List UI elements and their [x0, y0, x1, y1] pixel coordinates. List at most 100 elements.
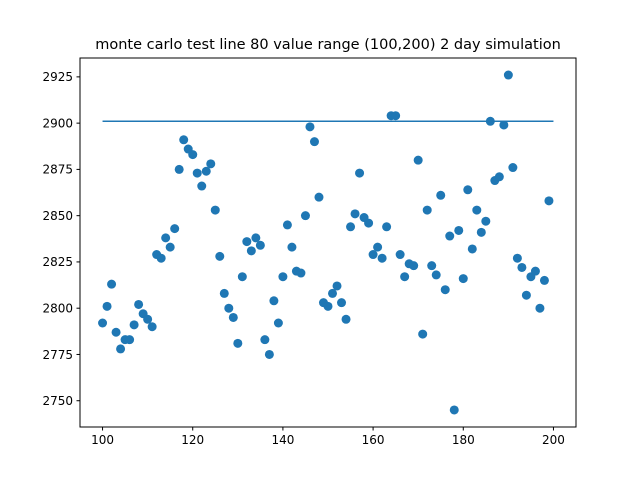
scatter-point — [251, 233, 261, 243]
scatter-point — [134, 299, 144, 309]
scatter-point — [521, 290, 531, 300]
y-tick-label: 2850 — [42, 209, 73, 223]
scatter-point — [422, 205, 432, 215]
scatter-point — [278, 272, 288, 282]
scatter-point — [467, 244, 477, 254]
scatter-point — [418, 329, 428, 339]
scatter-point — [323, 301, 333, 311]
scatter-point — [539, 275, 549, 285]
scatter-point — [508, 163, 518, 173]
y-tick-label: 2925 — [42, 70, 73, 84]
x-tick-label: 140 — [271, 433, 294, 447]
scatter-point — [98, 318, 108, 328]
scatter-point — [147, 322, 157, 332]
scatter-point — [476, 227, 486, 237]
scatter-point — [174, 164, 184, 174]
scatter-point — [472, 205, 482, 215]
scatter-point — [129, 320, 139, 330]
scatter-point — [503, 70, 513, 80]
scatter-point — [125, 335, 135, 345]
scatter-point — [409, 261, 419, 271]
plot-area — [98, 70, 554, 415]
scatter-point — [201, 166, 211, 176]
scatter-point — [188, 150, 198, 160]
scatter-point — [260, 335, 270, 345]
scatter-point — [395, 250, 405, 260]
scatter-point — [377, 253, 387, 263]
scatter-point — [373, 242, 383, 252]
scatter-point — [512, 253, 522, 263]
scatter-point — [170, 224, 180, 234]
scatter-point — [391, 111, 401, 121]
scatter-point — [206, 159, 216, 169]
scatter-point — [224, 303, 234, 313]
y-tick-label: 2750 — [42, 394, 73, 408]
chart-title: monte carlo test line 80 value range (10… — [95, 37, 561, 53]
scatter-point — [440, 285, 450, 295]
scatter-point — [517, 262, 527, 272]
y-tick-label: 2900 — [42, 116, 73, 130]
scatter-point — [215, 251, 225, 261]
x-axis: 100 120 140 160 180 200 — [91, 427, 565, 447]
scatter-point — [481, 216, 491, 226]
scatter-point — [246, 246, 256, 256]
scatter-point — [413, 155, 423, 165]
x-tick-label: 100 — [91, 433, 114, 447]
scatter-point — [427, 261, 437, 271]
scatter-point — [228, 312, 238, 322]
x-tick-label: 200 — [542, 433, 565, 447]
scatter-point — [328, 288, 338, 298]
scatter-point — [355, 168, 365, 178]
y-tick-label: 2800 — [42, 301, 73, 315]
scatter-point — [445, 231, 455, 241]
scatter-point — [332, 281, 342, 291]
scatter-point — [179, 135, 189, 145]
scatter-point — [454, 225, 464, 235]
scatter-point — [219, 288, 229, 298]
scatter-point — [107, 279, 117, 289]
scatter-point — [282, 220, 292, 230]
scatter-point — [535, 303, 545, 313]
scatter-point — [436, 190, 446, 200]
scatter-point — [143, 314, 153, 324]
scatter-point — [382, 222, 392, 232]
scatter-point — [449, 405, 459, 415]
scatter-point — [264, 349, 274, 359]
scatter-point — [309, 137, 319, 147]
y-tick-label: 2775 — [42, 348, 73, 362]
scatter-point — [192, 168, 202, 178]
scatter-point — [368, 250, 378, 260]
scatter-point — [255, 240, 265, 250]
scatter-point — [237, 272, 247, 282]
scatter-point — [300, 211, 310, 221]
scatter-point — [197, 181, 207, 191]
scatter-point — [287, 242, 297, 252]
y-axis: 2750 2775 2800 2825 2850 2875 2900 2925 — [42, 70, 80, 408]
x-tick-label: 160 — [362, 433, 385, 447]
scatter-point — [364, 218, 374, 228]
x-tick-label: 120 — [181, 433, 204, 447]
scatter-point — [499, 120, 509, 130]
y-tick-label: 2825 — [42, 255, 73, 269]
scatter-point — [165, 242, 175, 252]
scatter-point — [156, 253, 166, 263]
scatter-point — [494, 172, 504, 182]
axes-frame — [79, 57, 577, 428]
x-tick-label: 180 — [452, 433, 475, 447]
scatter-point — [530, 266, 540, 276]
scatter-point — [314, 192, 324, 202]
scatter-point — [210, 205, 220, 215]
scatter-point — [102, 301, 112, 311]
scatter-point — [111, 327, 121, 337]
scatter-point — [305, 122, 315, 132]
scatter-point — [346, 222, 356, 232]
scatter-point — [116, 344, 126, 354]
scatter-point — [337, 298, 347, 308]
scatter-point — [296, 268, 306, 278]
scatter-point — [431, 270, 441, 280]
scatter-point — [400, 272, 410, 282]
scatter-point — [242, 237, 252, 247]
scatter-point — [233, 338, 243, 348]
